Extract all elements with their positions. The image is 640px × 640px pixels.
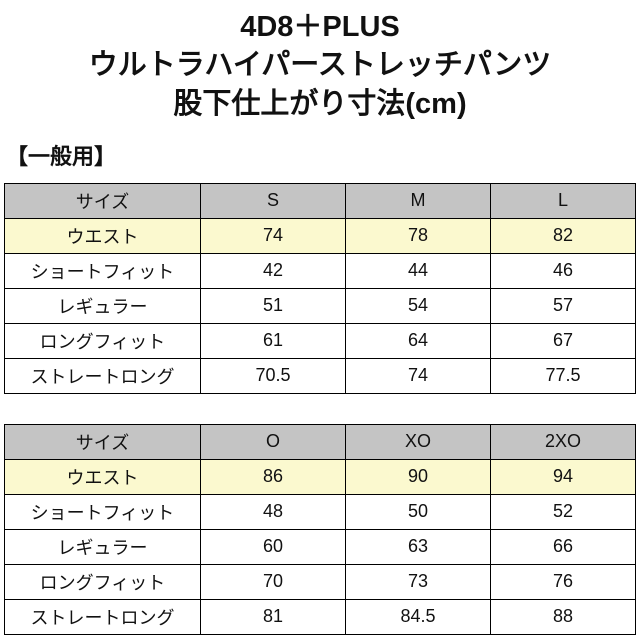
value-cell: 70.5 xyxy=(200,357,346,394)
table-row: レギュラー 51 54 57 xyxy=(4,287,636,324)
value-cell: 82 xyxy=(490,217,636,254)
size-table-sml-wrap: サイズ S M L ウエスト 74 78 82 ショートフィット 42 44 46 レギュラー 51 54 5… xyxy=(4,182,636,394)
value-cell: 88 xyxy=(490,598,636,635)
row-label-cell: ストレートロング xyxy=(4,357,201,394)
value-cell: 48 xyxy=(200,493,346,530)
row-label-cell: レギュラー xyxy=(4,528,201,565)
row-label-cell: ロングフィット xyxy=(4,563,201,600)
value-cell: 74 xyxy=(200,217,346,254)
value-cell: 76 xyxy=(490,563,636,600)
value-cell: 57 xyxy=(490,287,636,324)
row-label-cell: ショートフィット xyxy=(4,252,201,289)
page-title: 4D8＋PLUS ウルトラハイパーストレッチパンツ 股下仕上がり寸法(cm) xyxy=(4,8,636,123)
row-label-cell: ショートフィット xyxy=(4,493,201,530)
value-cell: 70 xyxy=(200,563,346,600)
row-label-cell: ロングフィット xyxy=(4,322,201,359)
table-row: ウエスト 74 78 82 xyxy=(4,217,636,254)
value-cell: 51 xyxy=(200,287,346,324)
table-row: ウエスト 86 90 94 xyxy=(4,458,636,495)
size-table-oxo-wrap: サイズ O XO 2XO ウエスト 86 90 94 ショートフィット 48 50 52 レギュラー 60… xyxy=(4,423,636,635)
value-cell: 84.5 xyxy=(345,598,491,635)
row-label-cell: ストレートロング xyxy=(4,598,201,635)
value-cell: 63 xyxy=(345,528,491,565)
table-header-row: サイズ S M L xyxy=(4,182,636,219)
row-label-cell: レギュラー xyxy=(4,287,201,324)
section-label: 【一般用】 xyxy=(6,143,117,169)
value-cell: 67 xyxy=(490,322,636,359)
value-cell: 73 xyxy=(345,563,491,600)
table-header-row: サイズ O XO 2XO xyxy=(4,423,636,460)
value-cell: 52 xyxy=(490,493,636,530)
size-table-sml: サイズ S M L ウエスト 74 78 82 ショートフィット 42 44 46 レギュラー 51 54 5… xyxy=(4,182,636,394)
row-label-cell: ウエスト xyxy=(4,458,201,495)
value-cell: 86 xyxy=(200,458,346,495)
value-cell: 77.5 xyxy=(490,357,636,394)
value-cell: 61 xyxy=(200,322,346,359)
size-header-cell: サイズ xyxy=(4,423,201,460)
table-row: ロングフィット 70 73 76 xyxy=(4,563,636,600)
column-header-cell: M xyxy=(345,182,491,219)
column-header-cell: XO xyxy=(345,423,491,460)
row-label-cell: ウエスト xyxy=(4,217,201,254)
value-cell: 78 xyxy=(345,217,491,254)
table-row: ストレートロング 81 84.5 88 xyxy=(4,598,636,635)
table-row: ショートフィット 42 44 46 xyxy=(4,252,636,289)
size-table-oxo: サイズ O XO 2XO ウエスト 86 90 94 ショートフィット 48 50 52 レギュラー 60… xyxy=(4,423,636,635)
value-cell: 60 xyxy=(200,528,346,565)
table-row: ショートフィット 48 50 52 xyxy=(4,493,636,530)
table-row: ロングフィット 61 64 67 xyxy=(4,322,636,359)
value-cell: 74 xyxy=(345,357,491,394)
column-header-cell: L xyxy=(490,182,636,219)
value-cell: 66 xyxy=(490,528,636,565)
value-cell: 42 xyxy=(200,252,346,289)
value-cell: 64 xyxy=(345,322,491,359)
column-header-cell: 2XO xyxy=(490,423,636,460)
table-row: レギュラー 60 63 66 xyxy=(4,528,636,565)
title-line-measure: 股下仕上がり寸法(cm) xyxy=(173,87,467,120)
column-header-cell: O xyxy=(200,423,346,460)
value-cell: 94 xyxy=(490,458,636,495)
value-cell: 90 xyxy=(345,458,491,495)
value-cell: 44 xyxy=(345,252,491,289)
table-row: ストレートロング 70.5 74 77.5 xyxy=(4,357,636,394)
value-cell: 81 xyxy=(200,598,346,635)
value-cell: 46 xyxy=(490,252,636,289)
size-header-cell: サイズ xyxy=(4,182,201,219)
value-cell: 50 xyxy=(345,493,491,530)
title-line-product: ウルトラハイパーストレッチパンツ xyxy=(88,49,552,82)
value-cell: 54 xyxy=(345,287,491,324)
column-header-cell: S xyxy=(200,182,346,219)
title-line-brand: 4D8＋PLUS xyxy=(240,11,400,43)
